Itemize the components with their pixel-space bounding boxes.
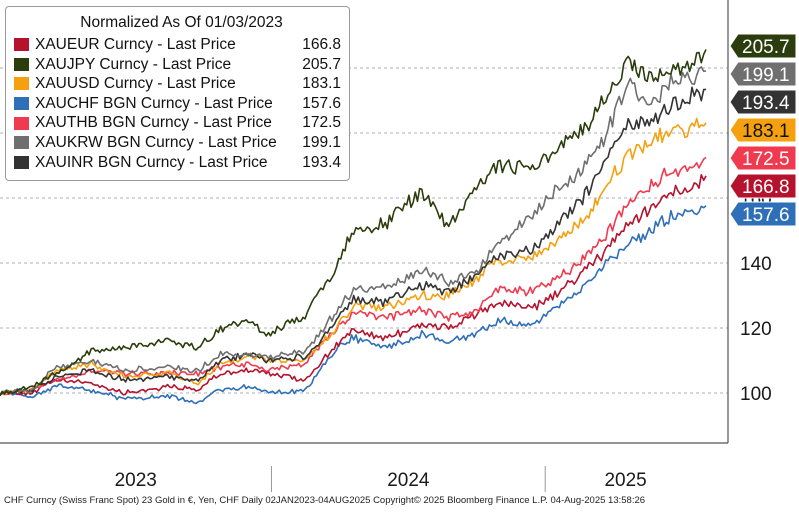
legend-swatch	[14, 116, 29, 130]
legend-series-name: XAUJPY Curncy - Last Price	[35, 55, 232, 73]
y-tick-label: 140	[740, 254, 772, 275]
legend-swatch	[14, 57, 29, 71]
legend-item: XAUUSD Curncy - Last Price 183.1	[14, 74, 341, 94]
legend-item: XAUJPY Curncy - Last Price 205.7	[14, 55, 341, 75]
end-value-tag: 166.8	[729, 173, 797, 199]
series-line-xauchf	[0, 205, 707, 405]
legend-series-value: 199.1	[302, 133, 341, 151]
legend-swatch	[14, 136, 29, 150]
legend-series-name: XAUKRW BGN Curncy - Last Price	[35, 133, 277, 151]
legend-series-name: XAUCHF BGN Curncy - Last Price	[35, 94, 273, 112]
end-value-tag: 199.1	[729, 61, 797, 87]
legend-swatch	[14, 155, 29, 169]
end-value-label: 205.7	[742, 37, 790, 58]
legend-series-name: XAUEUR Curncy - Last Price	[35, 36, 236, 53]
end-value-tag: 193.4	[729, 89, 797, 115]
series-line-xaueur	[0, 174, 707, 396]
x-year-label: 2023	[115, 470, 157, 491]
legend-series-value: 183.1	[302, 75, 341, 93]
legend-item: XAUKRW BGN Curncy - Last Price 199.1	[14, 133, 341, 153]
end-value-label: 199.1	[742, 65, 790, 86]
legend-series-value: 166.8	[302, 36, 341, 53]
y-tick-label: 100	[740, 384, 772, 405]
legend-item: XAUTHB BGN Curncy - Last Price 172.5	[14, 113, 341, 133]
legend-series-name: XAUTHB BGN Curncy - Last Price	[35, 114, 272, 132]
legend-series-value: 205.7	[302, 55, 341, 73]
legend-item: XAUINR BGN Curncy - Last Price 193.4	[14, 153, 341, 173]
y-tick-label: 120	[740, 319, 772, 340]
x-year-label: 2024	[387, 470, 430, 491]
series-line-xauusd	[0, 117, 707, 396]
end-value-tag: 183.1	[729, 117, 797, 143]
series-line-xaujpy	[0, 49, 707, 397]
end-value-label: 183.1	[742, 121, 790, 142]
end-value-tag: 172.5	[729, 145, 797, 171]
legend-swatch	[14, 97, 29, 111]
end-value-tag: 205.7	[729, 33, 797, 59]
chart-footer: CHF Curncy (Swiss Franc Spot) 23 Gold in…	[4, 495, 646, 506]
chart-legend: Normalized As Of 01/03/2023 XAUEUR Curnc…	[5, 6, 350, 181]
end-value-label: 172.5	[742, 149, 790, 170]
chart-title: Normalized As Of 01/03/2023	[80, 14, 283, 31]
end-value-tag: 157.6	[729, 201, 797, 227]
series-line-xauthb	[0, 156, 707, 396]
legend-series-name: XAUUSD Curncy - Last Price	[35, 75, 236, 93]
legend-item: XAUCHF BGN Curncy - Last Price 157.6	[14, 94, 341, 114]
end-value-label: 193.4	[742, 93, 790, 114]
legend-series-value: 157.6	[302, 94, 341, 112]
series-line-xauinr	[0, 86, 707, 395]
legend-series-value: 172.5	[302, 114, 341, 132]
legend-series-name: XAUINR BGN Curncy - Last Price	[35, 153, 268, 171]
end-value-label: 157.6	[742, 205, 790, 226]
legend-item: XAUEUR Curncy - Last Price 166.8	[14, 35, 341, 55]
legend-swatch	[14, 77, 29, 91]
end-value-label: 166.8	[742, 177, 790, 198]
legend-series-value: 193.4	[302, 153, 341, 171]
legend-swatch	[14, 38, 29, 52]
series-line-xaukrw	[0, 66, 707, 397]
x-year-label: 2025	[604, 470, 646, 491]
